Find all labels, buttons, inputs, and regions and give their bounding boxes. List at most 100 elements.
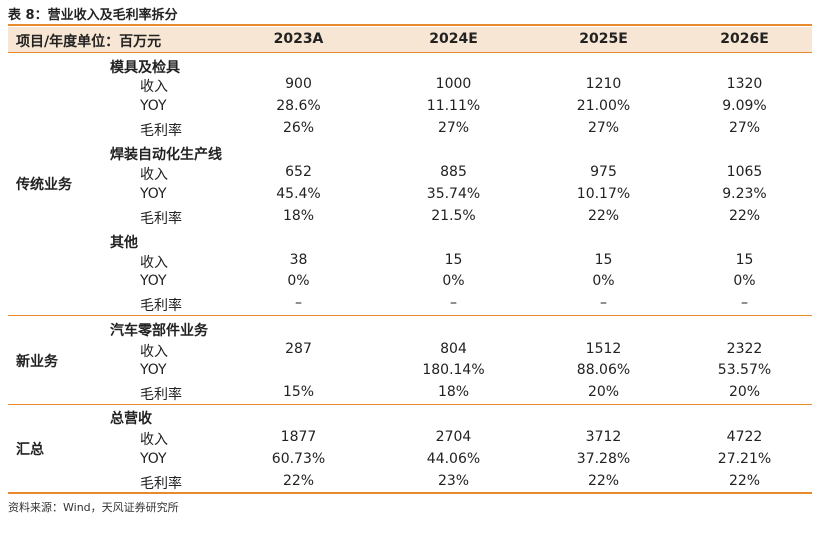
table-cell: – [450,295,457,311]
row-label: YOY [140,273,167,289]
table-cell: 975 [590,164,617,180]
group-label-total: 汇总 [16,442,44,458]
table-cell: 652 [285,164,312,180]
table-cell: 26% [282,120,315,136]
table-title: 表 8：营业收入及毛利率拆分 [8,8,178,23]
group-separator [8,315,812,316]
table-cell: 1210 [585,76,622,92]
bottom-rule [8,492,812,494]
table-cell: 9.23% [722,186,767,202]
table-cell: 27.21% [717,451,772,467]
table-cell: 15 [444,252,463,268]
table-cell: 28.6% [276,98,321,114]
group-separator [8,404,812,405]
row-label: 收入 [140,79,168,95]
table-cell: 18% [282,208,315,224]
table-row: YOY 180.14% 88.06% 53.57% [0,359,825,381]
table-cell: 20% [728,384,761,400]
table-cell: 20% [587,384,620,400]
table-cell: 11.11% [426,98,481,114]
table-cell: 4722 [726,429,763,445]
table-cell: 1877 [280,429,317,445]
table-cell: 3712 [585,429,622,445]
table-cell: 15 [594,252,613,268]
table-cell: 10.17% [576,186,631,202]
table-row: 毛利率 – – – – [0,292,825,314]
table-cell: 1512 [585,341,622,357]
table-cell: 0% [592,273,615,289]
table-row: 收入 1877 2704 3712 4722 [0,426,825,448]
table-subheader-row: 其他 [0,229,825,251]
subsection-label: 总营收 [110,411,152,427]
table-cell: 180.14% [422,362,485,378]
table-cell: 22% [728,208,761,224]
subsection-label: 模具及检具 [110,60,180,76]
table-row: 收入 287 804 1512 2322 [0,338,825,360]
table-cell: 22% [282,473,315,489]
table-cell: 27% [728,120,761,136]
group-label-traditional: 传统业务 [16,177,72,193]
header-item-label: 项目/年度单位：百万元 [16,34,162,50]
table-cell: 38 [289,252,308,268]
table-cell: 0% [733,273,756,289]
table-cell: 2704 [435,429,472,445]
table-cell: 0% [442,273,465,289]
row-label: 收入 [140,432,168,448]
table-cell: 27% [437,120,470,136]
table-subheader-row: 焊装自动化生产线 [0,141,825,163]
table-row: YOY 28.6% 11.11% 21.00% 9.09% [0,95,825,117]
table-cell: 53.57% [717,362,772,378]
table-cell: 21.5% [431,208,476,224]
table-cell: 900 [285,76,312,92]
table-cell: 44.06% [426,451,481,467]
row-label: 毛利率 [140,476,182,492]
table-cell: 35.74% [426,186,481,202]
table-row: 毛利率 26% 27% 27% 27% [0,117,825,139]
header-rule [8,52,812,53]
table-cell: 287 [285,341,312,357]
subsection-label: 其他 [110,235,138,251]
table-cell: 22% [587,473,620,489]
row-label: 收入 [140,167,168,183]
row-label: 收入 [140,255,168,271]
table-subheader-row: 汽车零部件业务 [0,317,825,339]
table-row: 毛利率 18% 21.5% 22% 22% [0,205,825,227]
table-cell: 22% [587,208,620,224]
table-cell: 27% [587,120,620,136]
table-header: 项目/年度单位：百万元 2023A 2024E 2025E 2026E [8,27,812,52]
table-cell: – [295,295,302,311]
group-label-new: 新业务 [16,354,58,370]
header-year-2023: 2023A [273,31,324,47]
table-cell: 45.4% [276,186,321,202]
header-year-2024: 2024E [429,31,478,47]
row-label: YOY [140,362,167,378]
row-label: YOY [140,186,167,202]
table-cell: 804 [440,341,467,357]
table-row: YOY 45.4% 35.74% 10.17% 9.23% [0,183,825,205]
row-label: 毛利率 [140,123,182,139]
table-row: 毛利率 22% 23% 22% 22% [0,470,825,492]
table-cell: 15% [282,384,315,400]
table-row: 毛利率 15% 18% 20% 20% [0,381,825,403]
table-row: 收入 38 15 15 15 [0,249,825,271]
row-label: YOY [140,451,167,467]
table-subheader-row: 总营收 [0,405,825,427]
table-row: YOY 0% 0% 0% 0% [0,270,825,292]
row-label: 毛利率 [140,387,182,403]
table-cell: 9.09% [722,98,767,114]
table-cell: 60.73% [271,451,326,467]
table-cell: 885 [440,164,467,180]
table-cell: 2322 [726,341,763,357]
table-cell: 88.06% [576,362,631,378]
table-cell: – [741,295,748,311]
table-cell: 1000 [435,76,472,92]
table-cell: 21.00% [576,98,631,114]
table-row: YOY 60.73% 44.06% 37.28% 27.21% [0,448,825,470]
table-cell: 15 [735,252,754,268]
table-row: 收入 900 1000 1210 1320 [0,73,825,95]
header-year-2026: 2026E [720,31,769,47]
table-cell: 1320 [726,76,763,92]
table-row: 收入 652 885 975 1065 [0,161,825,183]
table-cell: – [600,295,607,311]
subsection-label: 汽车零部件业务 [110,323,208,339]
